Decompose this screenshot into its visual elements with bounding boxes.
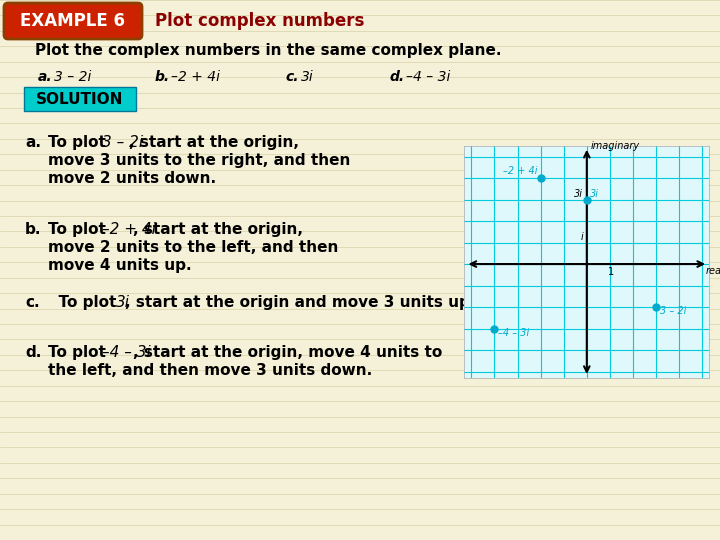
Text: i: i [580, 232, 583, 242]
Text: –2 + 4i: –2 + 4i [171, 70, 220, 84]
Text: the left, and then move 3 units down.: the left, and then move 3 units down. [48, 363, 372, 378]
Text: –2 + 4i: –2 + 4i [102, 222, 156, 237]
Text: To plot: To plot [48, 135, 111, 150]
Text: To plot: To plot [48, 222, 111, 237]
Text: 1: 1 [608, 267, 614, 277]
Text: 3i: 3i [590, 190, 599, 199]
Text: EXAMPLE 6: EXAMPLE 6 [20, 12, 125, 30]
FancyBboxPatch shape [4, 3, 142, 39]
Text: d.: d. [25, 345, 41, 360]
Text: 3 – 2i: 3 – 2i [54, 70, 91, 84]
Text: a.: a. [38, 70, 53, 84]
Text: –2 + 4i: –2 + 4i [503, 166, 537, 176]
Text: b.: b. [155, 70, 170, 84]
Text: move 4 units up.: move 4 units up. [48, 258, 192, 273]
Text: a.: a. [25, 135, 41, 150]
Text: d.: d. [390, 70, 405, 84]
Text: imaginary: imaginary [590, 141, 639, 151]
Text: , start at the origin,: , start at the origin, [129, 135, 299, 150]
Text: To plot: To plot [48, 295, 122, 310]
Text: 3 – 2i: 3 – 2i [102, 135, 143, 150]
Text: , start at the origin and move 3 units up.: , start at the origin and move 3 units u… [125, 295, 475, 310]
Text: –4 – 3i: –4 – 3i [102, 345, 151, 360]
Text: 3i: 3i [116, 295, 130, 310]
Text: Plot the complex numbers in the same complex plane.: Plot the complex numbers in the same com… [35, 43, 502, 57]
Text: c.: c. [285, 70, 299, 84]
Text: –4 – 3i: –4 – 3i [498, 328, 529, 338]
Text: c.: c. [25, 295, 40, 310]
Text: To plot: To plot [48, 345, 111, 360]
Text: 3i: 3i [301, 70, 314, 84]
Text: move 3 units to the right, and then: move 3 units to the right, and then [48, 153, 351, 168]
Text: SOLUTION: SOLUTION [36, 91, 124, 106]
Text: , start at the origin, move 4 units to: , start at the origin, move 4 units to [133, 345, 443, 360]
Text: move 2 units to the left, and then: move 2 units to the left, and then [48, 240, 338, 255]
Text: 3i: 3i [575, 190, 583, 199]
Text: , start at the origin,: , start at the origin, [133, 222, 303, 237]
Text: –4 – 3i: –4 – 3i [406, 70, 451, 84]
Text: b.: b. [25, 222, 42, 237]
Text: Plot complex numbers: Plot complex numbers [155, 12, 364, 30]
FancyBboxPatch shape [24, 87, 136, 111]
Text: real: real [706, 266, 720, 276]
Text: move 2 units down.: move 2 units down. [48, 171, 216, 186]
Text: 3 – 2i: 3 – 2i [660, 306, 686, 315]
